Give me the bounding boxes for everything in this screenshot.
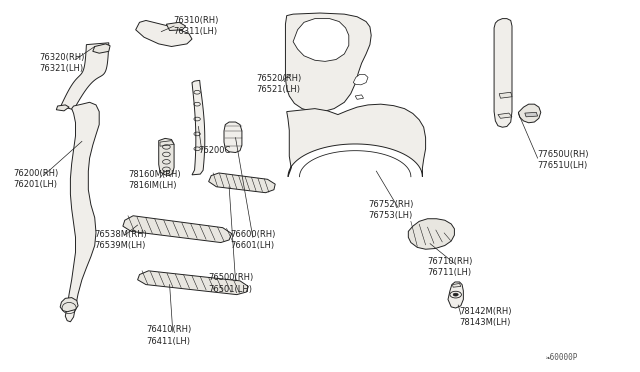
- Text: 76538M(RH)
76539M(LH): 76538M(RH) 76539M(LH): [95, 230, 147, 250]
- Polygon shape: [56, 105, 69, 111]
- Polygon shape: [287, 104, 426, 177]
- Circle shape: [453, 293, 458, 296]
- Polygon shape: [498, 113, 512, 118]
- Polygon shape: [452, 283, 461, 287]
- Polygon shape: [136, 20, 192, 46]
- Polygon shape: [293, 19, 349, 61]
- Text: 76500(RH)
76501(LH): 76500(RH) 76501(LH): [208, 273, 253, 294]
- Polygon shape: [224, 122, 242, 153]
- Polygon shape: [93, 44, 110, 53]
- Polygon shape: [209, 173, 275, 193]
- Polygon shape: [355, 95, 364, 99]
- Text: ❧60000P: ❧60000P: [546, 353, 579, 362]
- Text: 76710(RH)
76711(LH): 76710(RH) 76711(LH): [428, 257, 473, 277]
- Polygon shape: [123, 216, 232, 243]
- Text: 76310(RH)
76311(LH): 76310(RH) 76311(LH): [173, 16, 218, 36]
- Text: 76200C: 76200C: [198, 146, 231, 155]
- Polygon shape: [499, 92, 512, 98]
- Polygon shape: [494, 19, 512, 127]
- Polygon shape: [408, 219, 454, 249]
- Polygon shape: [192, 80, 205, 175]
- Polygon shape: [159, 138, 174, 176]
- Polygon shape: [166, 22, 186, 31]
- Polygon shape: [518, 104, 541, 123]
- Text: 76410(RH)
76411(LH): 76410(RH) 76411(LH): [146, 326, 191, 346]
- Text: 76752(RH)
76753(LH): 76752(RH) 76753(LH): [368, 200, 413, 220]
- Text: 76600(RH)
76601(LH): 76600(RH) 76601(LH): [230, 230, 276, 250]
- Polygon shape: [448, 282, 463, 308]
- Polygon shape: [525, 112, 538, 117]
- Polygon shape: [285, 13, 371, 112]
- Text: 76520(RH)
76521(LH): 76520(RH) 76521(LH): [256, 74, 301, 94]
- Text: 76200(RH)
76201(LH): 76200(RH) 76201(LH): [13, 169, 58, 189]
- Polygon shape: [353, 74, 368, 85]
- Text: 78160M(RH)
7816lM(LH): 78160M(RH) 7816lM(LH): [128, 170, 180, 190]
- Polygon shape: [65, 102, 99, 322]
- Polygon shape: [60, 298, 78, 312]
- Polygon shape: [138, 271, 248, 295]
- Text: 77650U(RH)
77651U(LH): 77650U(RH) 77651U(LH): [538, 150, 589, 170]
- Polygon shape: [61, 43, 109, 110]
- Text: 76320(RH)
76321(LH): 76320(RH) 76321(LH): [40, 53, 85, 73]
- Polygon shape: [160, 141, 174, 146]
- Text: 78142M(RH)
78143M(LH): 78142M(RH) 78143M(LH): [460, 307, 512, 327]
